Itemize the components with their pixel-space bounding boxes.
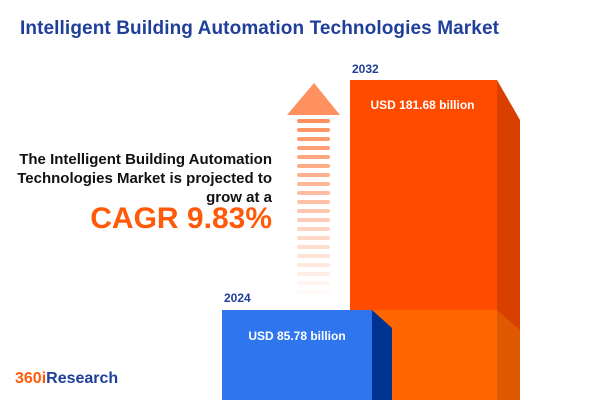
bar-2024 <box>222 310 372 400</box>
arrow-stripe <box>297 200 330 204</box>
bar-2032-lower-side <box>497 310 520 400</box>
arrow-stripe <box>297 191 330 195</box>
arrow-stripe <box>297 254 330 258</box>
arrow-stripe <box>297 272 330 276</box>
arrow-stripe <box>297 218 330 222</box>
page-title: Intelligent Building Automation Technolo… <box>20 18 500 39</box>
arrow-stripe <box>297 119 330 123</box>
arrow-stripe <box>297 182 330 186</box>
description-text: The Intelligent Building Automation Tech… <box>17 151 272 206</box>
arrow-stripe <box>297 245 330 249</box>
bar-2024-side <box>372 310 392 400</box>
arrow-head <box>287 83 340 115</box>
value-label-2032: USD 181.68 billion <box>370 98 475 112</box>
arrow-stripe <box>297 128 330 132</box>
arrow-stripe <box>297 155 330 159</box>
arrow-stripe <box>297 236 330 240</box>
arrow-stripe <box>297 227 330 231</box>
cagr-value: CAGR 9.83% <box>90 202 272 235</box>
growth-arrow-icon <box>287 83 340 294</box>
arrow-stripe <box>297 146 330 150</box>
arrow-stripe <box>297 281 330 285</box>
arrow-stripe <box>297 173 330 177</box>
logo: 360iResearch <box>15 370 119 387</box>
arrow-stripe <box>297 290 330 294</box>
value-label-2024: USD 85.78 billion <box>248 329 346 343</box>
year-label-2032: 2032 <box>352 62 379 76</box>
arrow-stripe <box>297 209 330 213</box>
arrow-stripe <box>297 164 330 168</box>
arrow-stripe <box>297 263 330 267</box>
arrow-stripe <box>297 137 330 141</box>
year-label-2024: 2024 <box>224 291 251 305</box>
